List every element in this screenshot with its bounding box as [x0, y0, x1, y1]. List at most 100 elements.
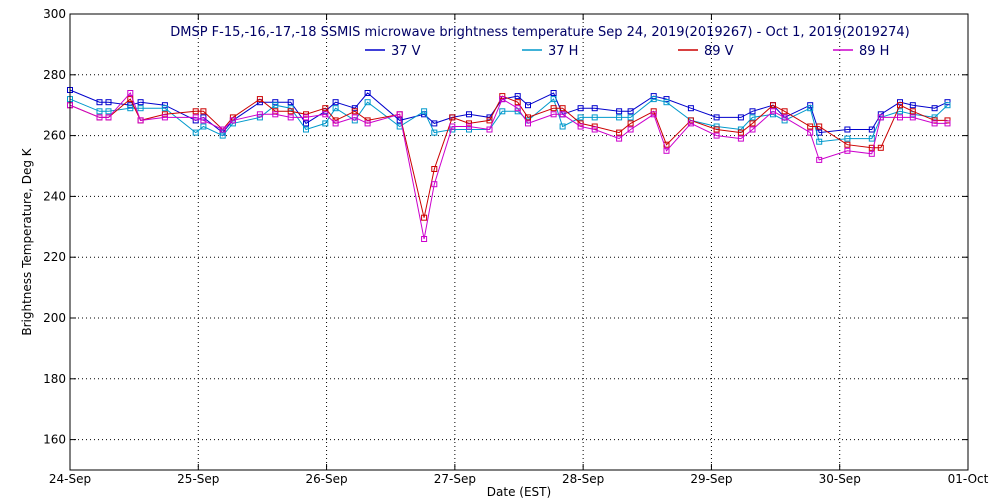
tick-labels: 160 180 200 220 240 260 280 300 24-Sep 25-Sep 26-S… [43, 7, 989, 486]
data-point [161, 105, 168, 112]
data-point [931, 120, 938, 127]
data-point [364, 120, 371, 127]
data-point [550, 96, 557, 103]
data-point [322, 120, 329, 127]
axis-ticks [69, 13, 969, 470]
data-point [944, 102, 951, 109]
data-point [421, 108, 428, 115]
data-point [287, 114, 294, 121]
data-point [431, 120, 438, 127]
data-point [96, 108, 103, 115]
data-point [322, 111, 329, 118]
data-point [749, 126, 756, 133]
data-point [627, 120, 634, 127]
data-point [663, 99, 670, 106]
x-tick-label: 28-Sep [562, 472, 604, 486]
data-point [713, 132, 720, 139]
data-point [577, 105, 584, 112]
data-point [192, 129, 199, 136]
data-point [868, 150, 875, 157]
data-point [229, 117, 236, 124]
data-point [550, 111, 557, 118]
data-point [909, 114, 916, 121]
data-point [844, 141, 851, 148]
x-tick-label: 25-Sep [177, 472, 219, 486]
data-point [127, 105, 134, 112]
data-point [650, 111, 657, 118]
data-point [616, 108, 623, 115]
data-point [351, 108, 358, 115]
legend-entry: 89 H [859, 44, 889, 59]
data-point [559, 123, 566, 130]
data-point [105, 108, 112, 115]
x-tick-label: 26-Sep [305, 472, 347, 486]
data-point [577, 123, 584, 130]
data-point [351, 105, 358, 112]
data-point [627, 108, 634, 115]
data-point [200, 123, 207, 130]
y-tick-label: 280 [43, 68, 66, 82]
data-point [525, 102, 531, 109]
data-point [737, 114, 744, 121]
data-point [161, 114, 168, 121]
series-group [67, 87, 951, 242]
data-point [844, 135, 851, 142]
x-tick-label: 24-Sep [49, 472, 91, 486]
data-point [687, 105, 694, 112]
data-point [137, 117, 144, 124]
y-axis-label: Brightness Temperature, Deg K [20, 147, 34, 335]
data-point [627, 114, 634, 121]
data-point [332, 105, 339, 112]
data-point [200, 117, 207, 124]
data-point [868, 144, 875, 151]
data-point [200, 108, 207, 115]
data-point [525, 114, 531, 121]
data-point [351, 114, 358, 121]
data-point [466, 123, 472, 130]
y-tick-label: 300 [43, 7, 66, 21]
data-point [192, 114, 199, 121]
series-89-h [67, 90, 951, 242]
data-point [844, 147, 851, 154]
data-point [192, 108, 199, 115]
data-point [591, 105, 598, 112]
data-point [577, 114, 584, 121]
data-point [749, 108, 756, 115]
data-point [781, 114, 788, 121]
data-point [770, 108, 776, 115]
data-point [807, 129, 814, 136]
data-point [486, 126, 493, 133]
data-point [931, 105, 938, 112]
data-point [421, 236, 428, 242]
data-point [550, 105, 557, 112]
data-point [96, 99, 103, 106]
data-point [421, 214, 428, 221]
y-tick-label: 200 [43, 311, 66, 325]
data-point [105, 114, 112, 121]
data-point [877, 144, 884, 151]
y-tick-label: 160 [43, 433, 66, 447]
data-point [713, 114, 720, 121]
data-point [909, 108, 916, 115]
data-point [396, 111, 403, 118]
data-point [287, 99, 294, 106]
legend-entry: 89 V [704, 44, 734, 59]
data-point [364, 99, 371, 106]
x-tick-label: 01-Oct [948, 472, 989, 486]
data-point [844, 126, 851, 133]
legend: 37 V 37 H 89 V 89 H [365, 44, 889, 59]
x-tick-label: 29-Sep [690, 472, 732, 486]
data-point [137, 99, 144, 106]
data-point [877, 111, 884, 118]
data-point [332, 120, 339, 127]
data-point [687, 120, 694, 127]
data-point [944, 120, 951, 127]
data-point [591, 114, 598, 121]
data-point [303, 120, 309, 127]
data-point [466, 111, 472, 118]
data-point [272, 111, 279, 118]
data-point [303, 126, 309, 133]
y-tick-label: 220 [43, 250, 66, 264]
data-point [559, 105, 566, 112]
